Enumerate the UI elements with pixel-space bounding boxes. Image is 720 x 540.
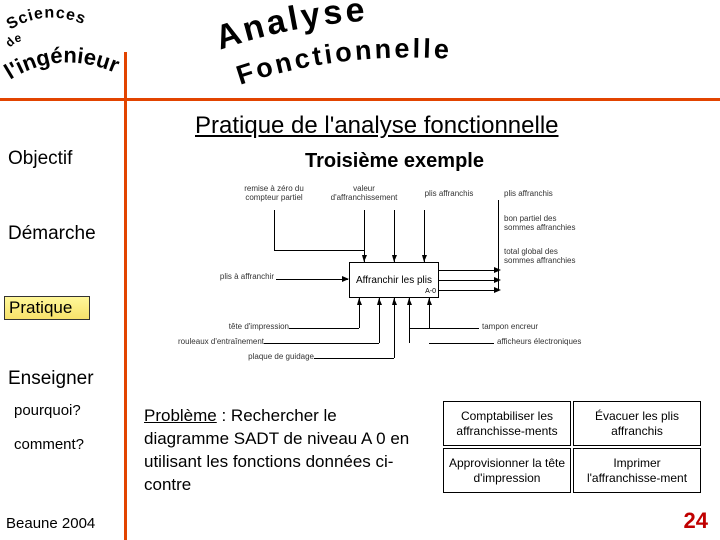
sidebar-demarche[interactable]: Démarche [8, 223, 96, 245]
sidebar-pourquoi[interactable]: pourquoi? [14, 402, 81, 419]
diagram-box-corner: A-0 [425, 288, 436, 296]
sidebar-pratique-active[interactable]: Pratique [4, 296, 90, 320]
page-title: Pratique de l'analyse fonctionnelle [195, 112, 559, 140]
pratique-label: Pratique [9, 298, 72, 318]
diagram-top-label-0: remise à zéro du compteur partiel [239, 185, 309, 203]
header-wordart-right: Analyse Fonctionnelle [200, 0, 720, 100]
footer-page-number: 24 [684, 508, 708, 534]
diagram-central-box: Affranchir les plis A-0 [349, 262, 439, 298]
diagram-bottom-label-0: tête d'impression [209, 323, 289, 332]
ingenieur-text: l'ingénieur [0, 42, 123, 84]
function-grid: Comptabiliser les affranchisse-ments Éva… [442, 400, 702, 494]
svg-text:l'ingénieur: l'ingénieur [0, 42, 123, 84]
sidebar-comment[interactable]: comment? [14, 436, 84, 453]
sciences-text: Sciences [4, 4, 89, 33]
horizontal-divider [0, 98, 720, 101]
sidebar-enseigner[interactable]: Enseigner [8, 368, 94, 390]
header-wordart-left: Sciences de l'ingénieur [0, 0, 170, 100]
diagram-left-label: plis à affranchir [204, 273, 274, 282]
grid-cell-0-1: Évacuer les plis affranchis [573, 401, 701, 446]
problem-lead: Problème [144, 406, 217, 425]
vertical-divider [124, 52, 127, 540]
diagram-top-label-2: plis affranchis [414, 190, 484, 199]
grid-row-1: Approvisionner la tête d'impression Impr… [442, 447, 702, 494]
grid-cell-1-0: Approvisionner la tête d'impression [443, 448, 571, 493]
grid-cell-0-0: Comptabiliser les affranchisse-ments [443, 401, 571, 446]
diagram-bottom-label-1: rouleaux d'entraînement [174, 338, 264, 347]
diagram-right-label-1: bon partiel des sommes affranchies [504, 215, 579, 233]
sidebar-objectif[interactable]: Objectif [8, 148, 72, 170]
problem-statement: Problème : Rechercher le diagramme SADT … [144, 405, 424, 497]
sadt-diagram: Affranchir les plis A-0 remise à zéro du… [204, 180, 584, 380]
de-text: de [3, 30, 23, 50]
svg-text:de: de [3, 30, 23, 50]
grid-cell-1-1: Imprimer l'affranchisse-ment [573, 448, 701, 493]
grid-row-0: Comptabiliser les affranchisse-ments Éva… [442, 400, 702, 447]
diagram-box-label: Affranchir les plis [350, 275, 438, 286]
svg-text:Sciences: Sciences [4, 4, 89, 33]
diagram-bottom-label-2: plaque de guidage [234, 353, 314, 362]
diagram-right-label-0: plis affranchis [504, 190, 579, 199]
diagram-top-label-1: valeur d'affranchissement [329, 185, 399, 203]
example-subtitle: Troisième exemple [305, 150, 484, 173]
diagram-right-label-2: total global des sommes affranchies [504, 248, 579, 266]
diagram-bottom-label-3: tampon encreur [482, 323, 562, 332]
footer-left: Beaune 2004 [6, 515, 95, 532]
diagram-bottom-label-4: afficheurs électroniques [497, 338, 587, 347]
